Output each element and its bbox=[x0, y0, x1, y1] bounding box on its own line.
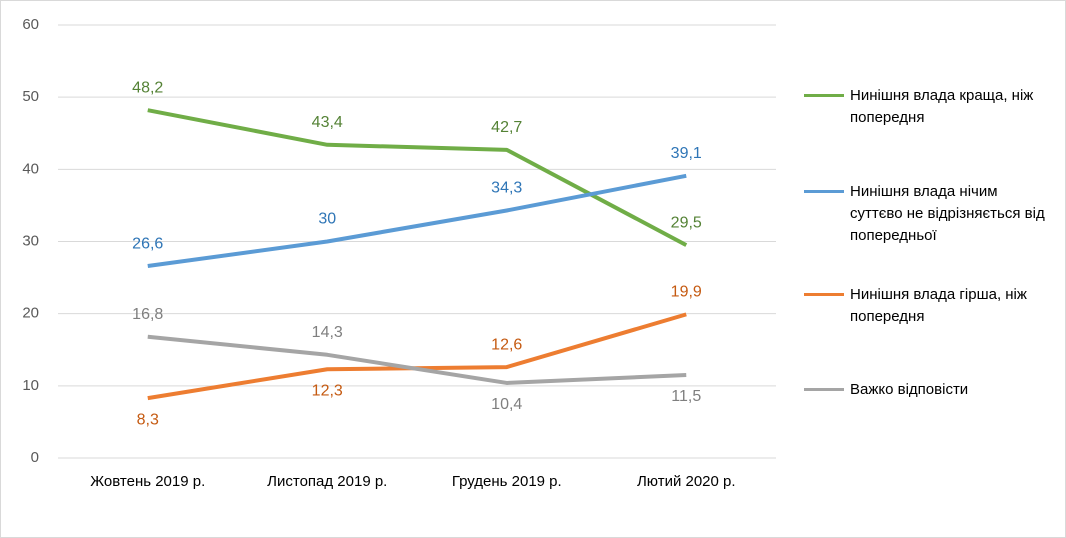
legend-label: Нинішня влада гірша, ніж попередня bbox=[850, 286, 1027, 325]
series-line bbox=[147, 334, 687, 385]
legend-swatch bbox=[804, 293, 844, 296]
data-label: 10,4 bbox=[491, 396, 522, 413]
legend-label: Важко відповісти bbox=[850, 381, 969, 398]
y-tick-label: 20 bbox=[22, 305, 39, 322]
y-tick-label: 60 bbox=[22, 16, 39, 33]
y-tick-label: 0 bbox=[31, 449, 39, 466]
series-line bbox=[147, 108, 688, 247]
data-label: 12,3 bbox=[312, 382, 343, 399]
legend-item: Нинішня влада гірша, ніж попередня bbox=[804, 284, 1054, 328]
legend-swatch bbox=[804, 388, 844, 391]
data-label: 11,5 bbox=[671, 388, 701, 405]
series-line bbox=[147, 173, 687, 269]
legend-swatch bbox=[804, 190, 844, 193]
chart: 0 10 20 30 40 50 60 Жовтень 2019 р. Листопад 201… bbox=[22, 16, 776, 490]
y-tick-label: 50 bbox=[22, 88, 39, 105]
data-label: 14,3 bbox=[312, 324, 343, 341]
data-label: 8,3 bbox=[137, 411, 159, 428]
legend-item: Нинішня влада нічим суттєво не відрізняє… bbox=[804, 181, 1054, 247]
legend-label: Нинішня влада краща, ніж попередня bbox=[850, 87, 1034, 126]
data-label: 42,7 bbox=[491, 119, 522, 136]
data-label: 43,4 bbox=[312, 114, 343, 131]
data-label: 12,6 bbox=[491, 336, 522, 353]
x-tick-label: Жовтень 2019 р. bbox=[90, 473, 205, 490]
legend-label: Нинішня влада нічим суттєво не відрізняє… bbox=[850, 183, 1045, 244]
legend-swatch bbox=[804, 94, 844, 97]
data-label: 19,9 bbox=[671, 284, 702, 301]
y-tick-label: 40 bbox=[22, 160, 39, 177]
y-tick-label: 10 bbox=[22, 377, 39, 394]
data-label: 16,8 bbox=[132, 306, 163, 323]
legend-item: Важко відповісти bbox=[804, 379, 1054, 401]
x-tick-label: Листопад 2019 р. bbox=[267, 473, 387, 490]
x-tick-label: Лютий 2020 р. bbox=[637, 473, 736, 490]
legend-item: Нинішня влада краща, ніж попередня bbox=[804, 85, 1054, 129]
data-label: 26,6 bbox=[132, 235, 163, 252]
data-label: 39,1 bbox=[671, 145, 702, 162]
data-label: 30 bbox=[318, 211, 336, 228]
data-label: 48,2 bbox=[132, 79, 163, 96]
data-label: 29,5 bbox=[671, 214, 702, 231]
x-tick-label: Грудень 2019 р. bbox=[452, 473, 562, 490]
data-label: 34,3 bbox=[491, 180, 522, 197]
y-tick-label: 30 bbox=[22, 232, 39, 249]
